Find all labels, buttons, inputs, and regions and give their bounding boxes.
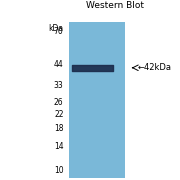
Text: 70: 70 bbox=[54, 27, 64, 36]
Text: 44: 44 bbox=[54, 60, 64, 69]
Text: kDa: kDa bbox=[48, 24, 64, 33]
Bar bbox=[69, 22, 125, 178]
Text: 22: 22 bbox=[54, 110, 64, 119]
Text: Western Blot: Western Blot bbox=[86, 1, 144, 10]
Text: ←42kDa: ←42kDa bbox=[138, 63, 172, 72]
Text: 10: 10 bbox=[54, 166, 64, 175]
Text: 26: 26 bbox=[54, 98, 64, 107]
Text: 14: 14 bbox=[54, 142, 64, 151]
Text: 18: 18 bbox=[54, 124, 64, 133]
Text: 33: 33 bbox=[54, 81, 64, 90]
